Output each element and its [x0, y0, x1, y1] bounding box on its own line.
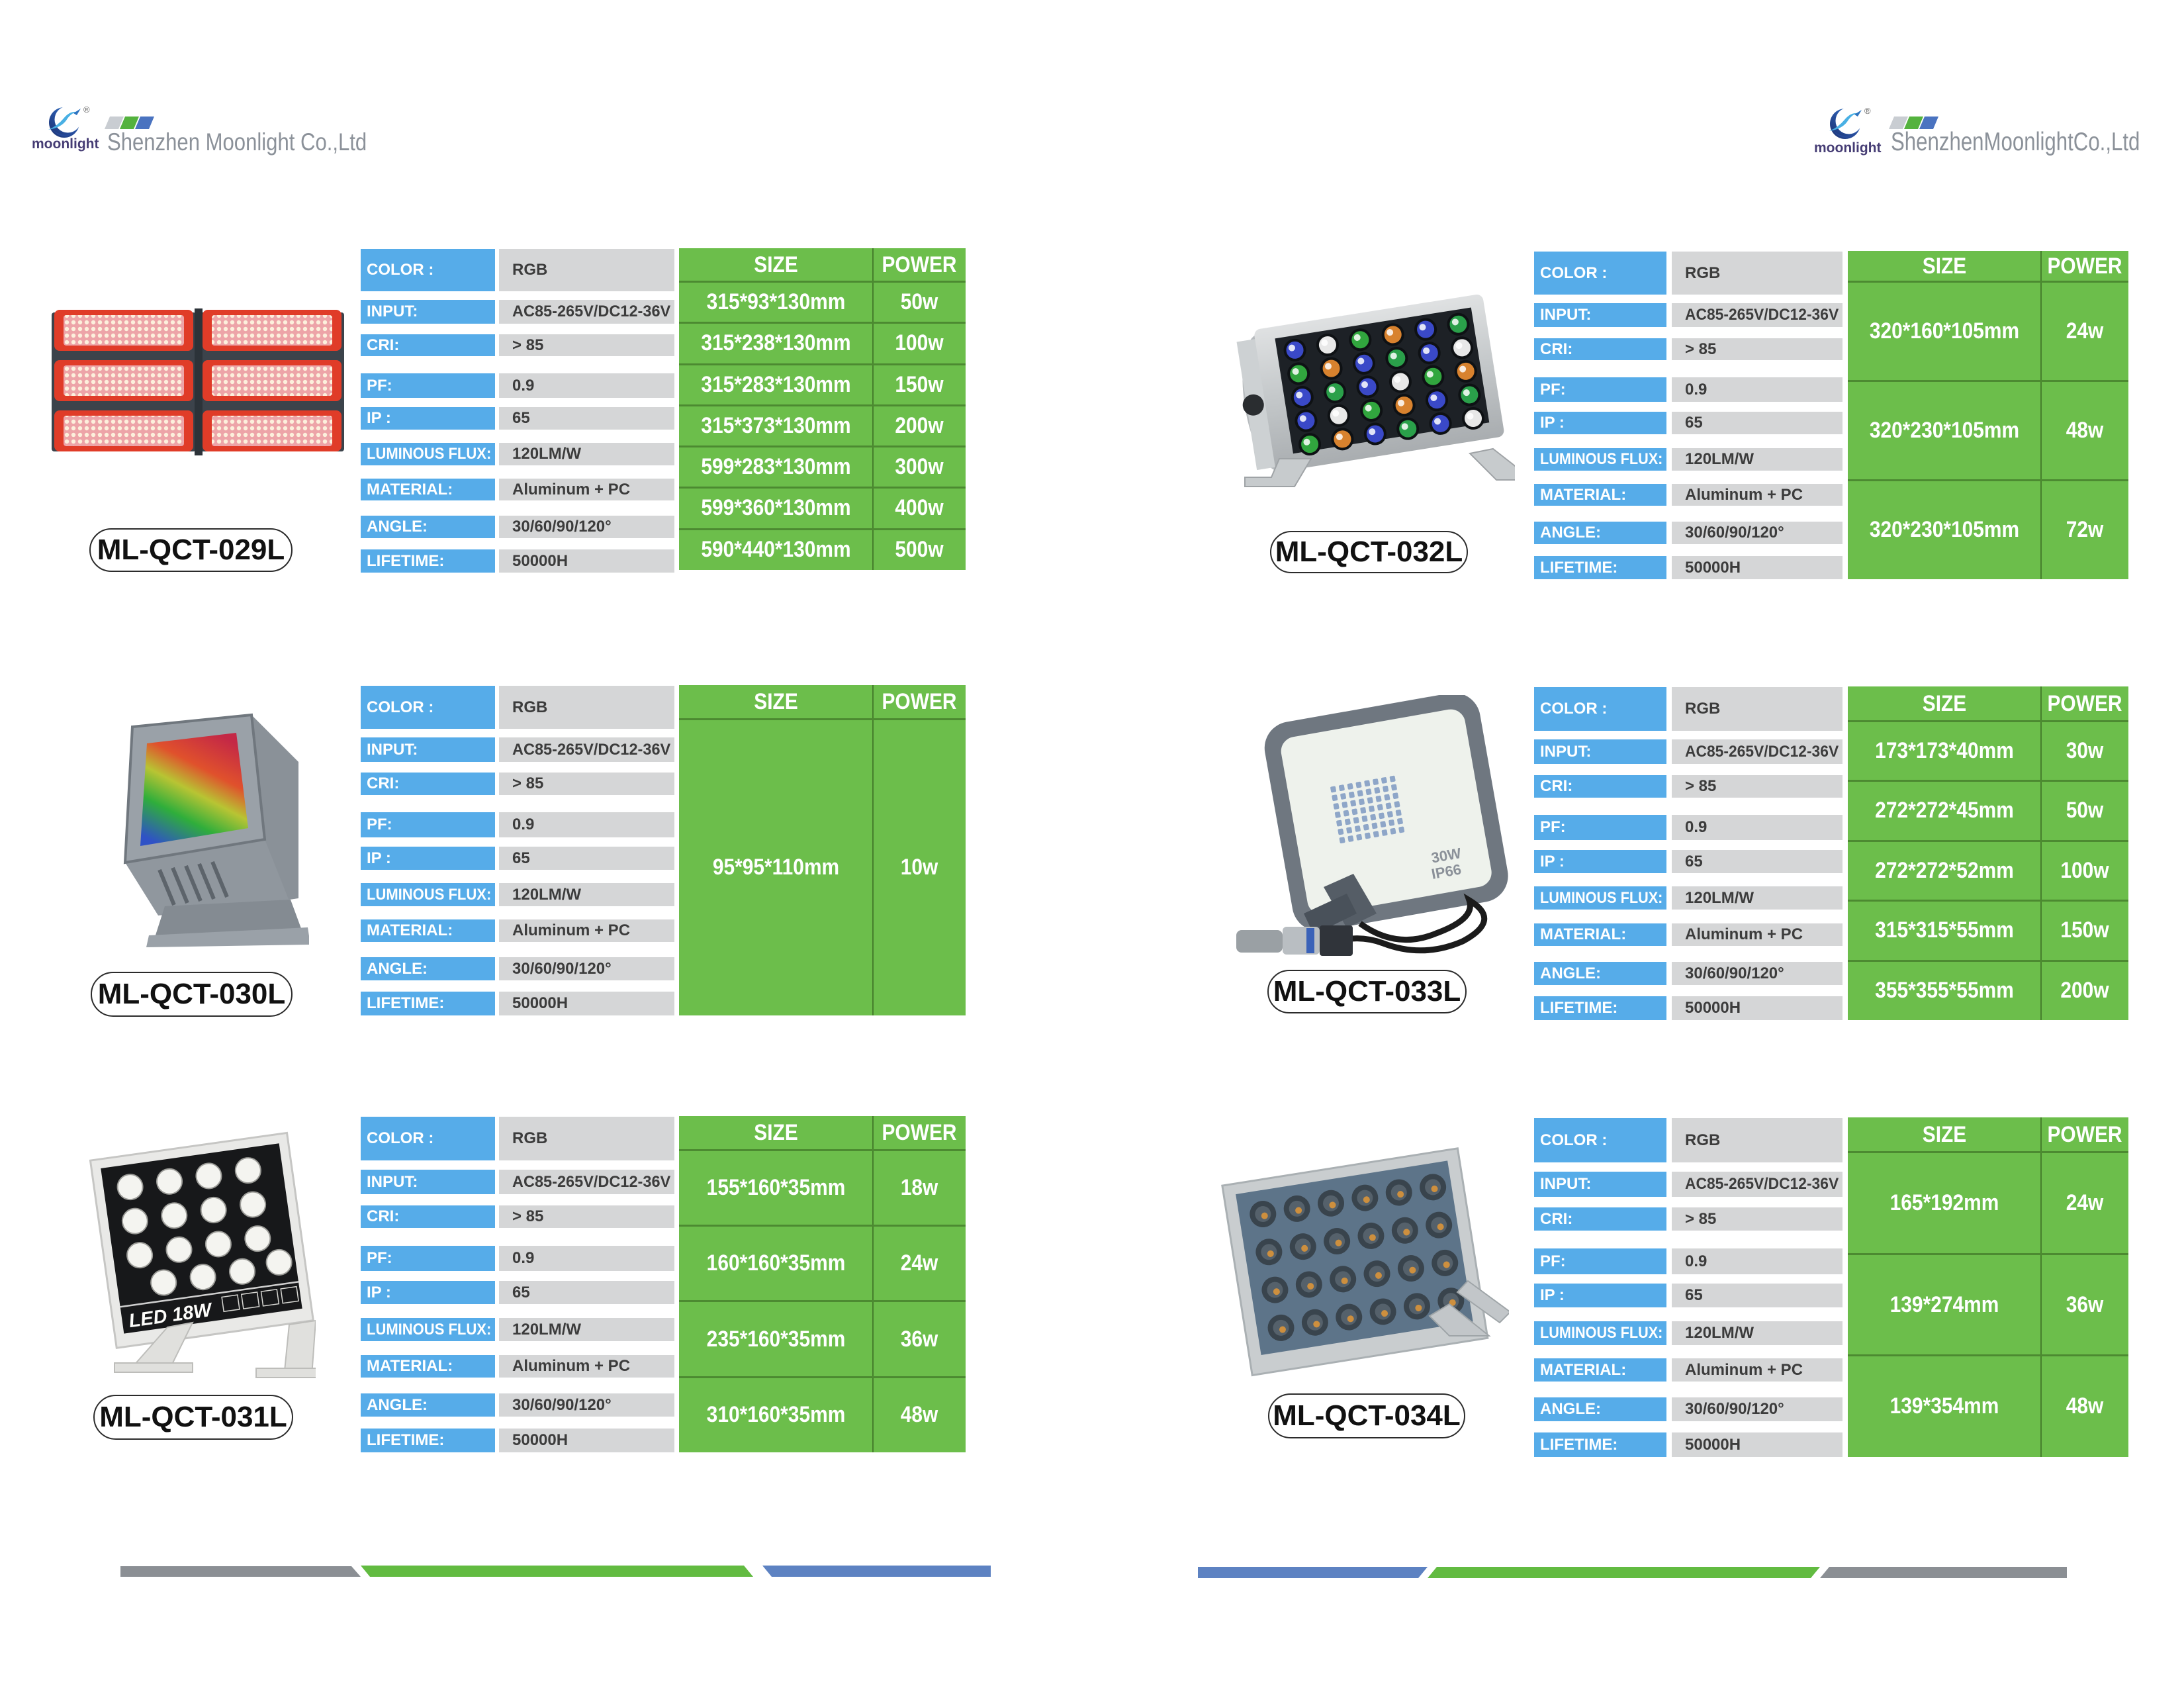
svg-text:®: ®: [1864, 106, 1871, 116]
svg-text:®: ®: [83, 105, 90, 115]
